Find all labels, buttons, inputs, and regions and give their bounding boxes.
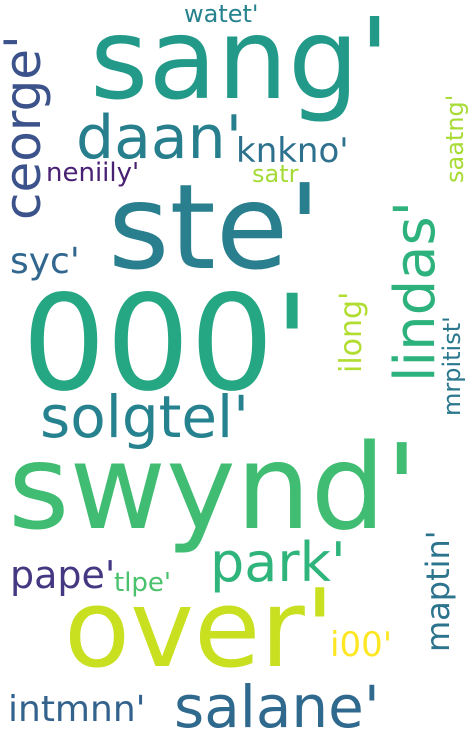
word-tlpe: tlpe' [114,568,172,598]
word-intmnn: intmnn' [8,689,146,730]
word-sang: sang' [90,0,390,125]
word-lindas: lindas' [383,200,448,382]
word-syc: syc' [10,241,80,282]
word-000: 000' [22,267,311,421]
word-ilong: ilong' [334,291,369,373]
word-pape: pape' [10,553,116,597]
word-salane: salane' [174,673,380,741]
word-solgtel: solgtel' [40,383,250,451]
word-swynd: swynd' [8,418,418,556]
word-saatng: saatng' [441,94,469,183]
word-watet: watet' [184,0,259,28]
word-satr: satr [252,160,299,188]
word-maptin: maptin' [419,530,457,652]
word-knkno: knkno' [236,131,349,171]
word-i00: i00' [330,625,393,665]
word-neniily: neniily' [46,158,140,188]
word-mrpitist: mrpitist' [438,316,466,416]
word-daan: daan' [76,103,243,173]
word-ste: ste' [108,158,321,296]
word-park: park' [210,531,346,594]
word-over: over' [64,567,335,692]
word-ceorge: ceorge' [0,35,52,220]
